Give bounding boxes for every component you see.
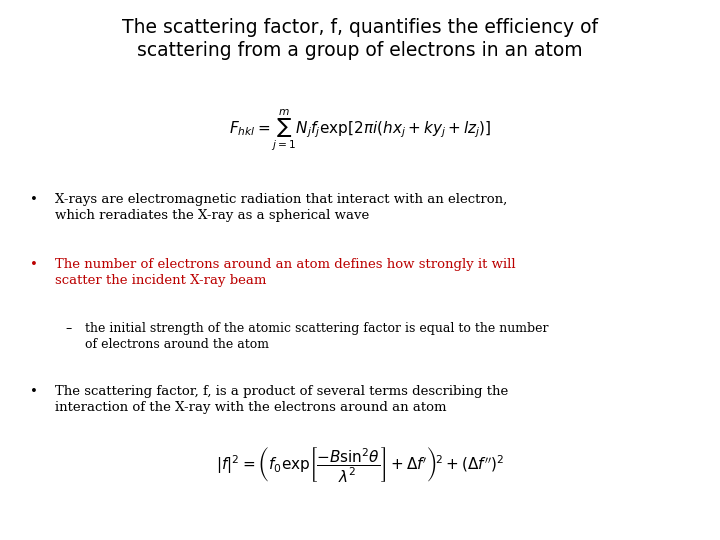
Text: $|f|^2 = \left( f_0 \exp\!\left[\dfrac{-B\sin^2\!\theta}{\lambda^2}\right] + \De: $|f|^2 = \left( f_0 \exp\!\left[\dfrac{-…	[216, 445, 504, 484]
Text: The number of electrons around an atom defines how strongly it will
scatter the : The number of electrons around an atom d…	[55, 258, 516, 287]
Text: the initial strength of the atomic scattering factor is equal to the number
of e: the initial strength of the atomic scatt…	[85, 322, 549, 351]
Text: •: •	[30, 385, 38, 398]
Text: The scattering factor, f, quantifies the efficiency of
scattering from a group o: The scattering factor, f, quantifies the…	[122, 18, 598, 60]
Text: –: –	[65, 322, 71, 335]
Text: X-rays are electromagnetic radiation that interact with an electron,
which rerad: X-rays are electromagnetic radiation tha…	[55, 193, 508, 222]
Text: $F_{hkl} = \sum_{j=1}^{m} N_j f_j \exp\!\left[2\pi i\left(hx_j + ky_j + lz_j\rig: $F_{hkl} = \sum_{j=1}^{m} N_j f_j \exp\!…	[229, 108, 491, 153]
Text: •: •	[30, 258, 38, 271]
Text: •: •	[30, 193, 38, 206]
Text: The scattering factor, f, is a product of several terms describing the
interacti: The scattering factor, f, is a product o…	[55, 385, 508, 414]
